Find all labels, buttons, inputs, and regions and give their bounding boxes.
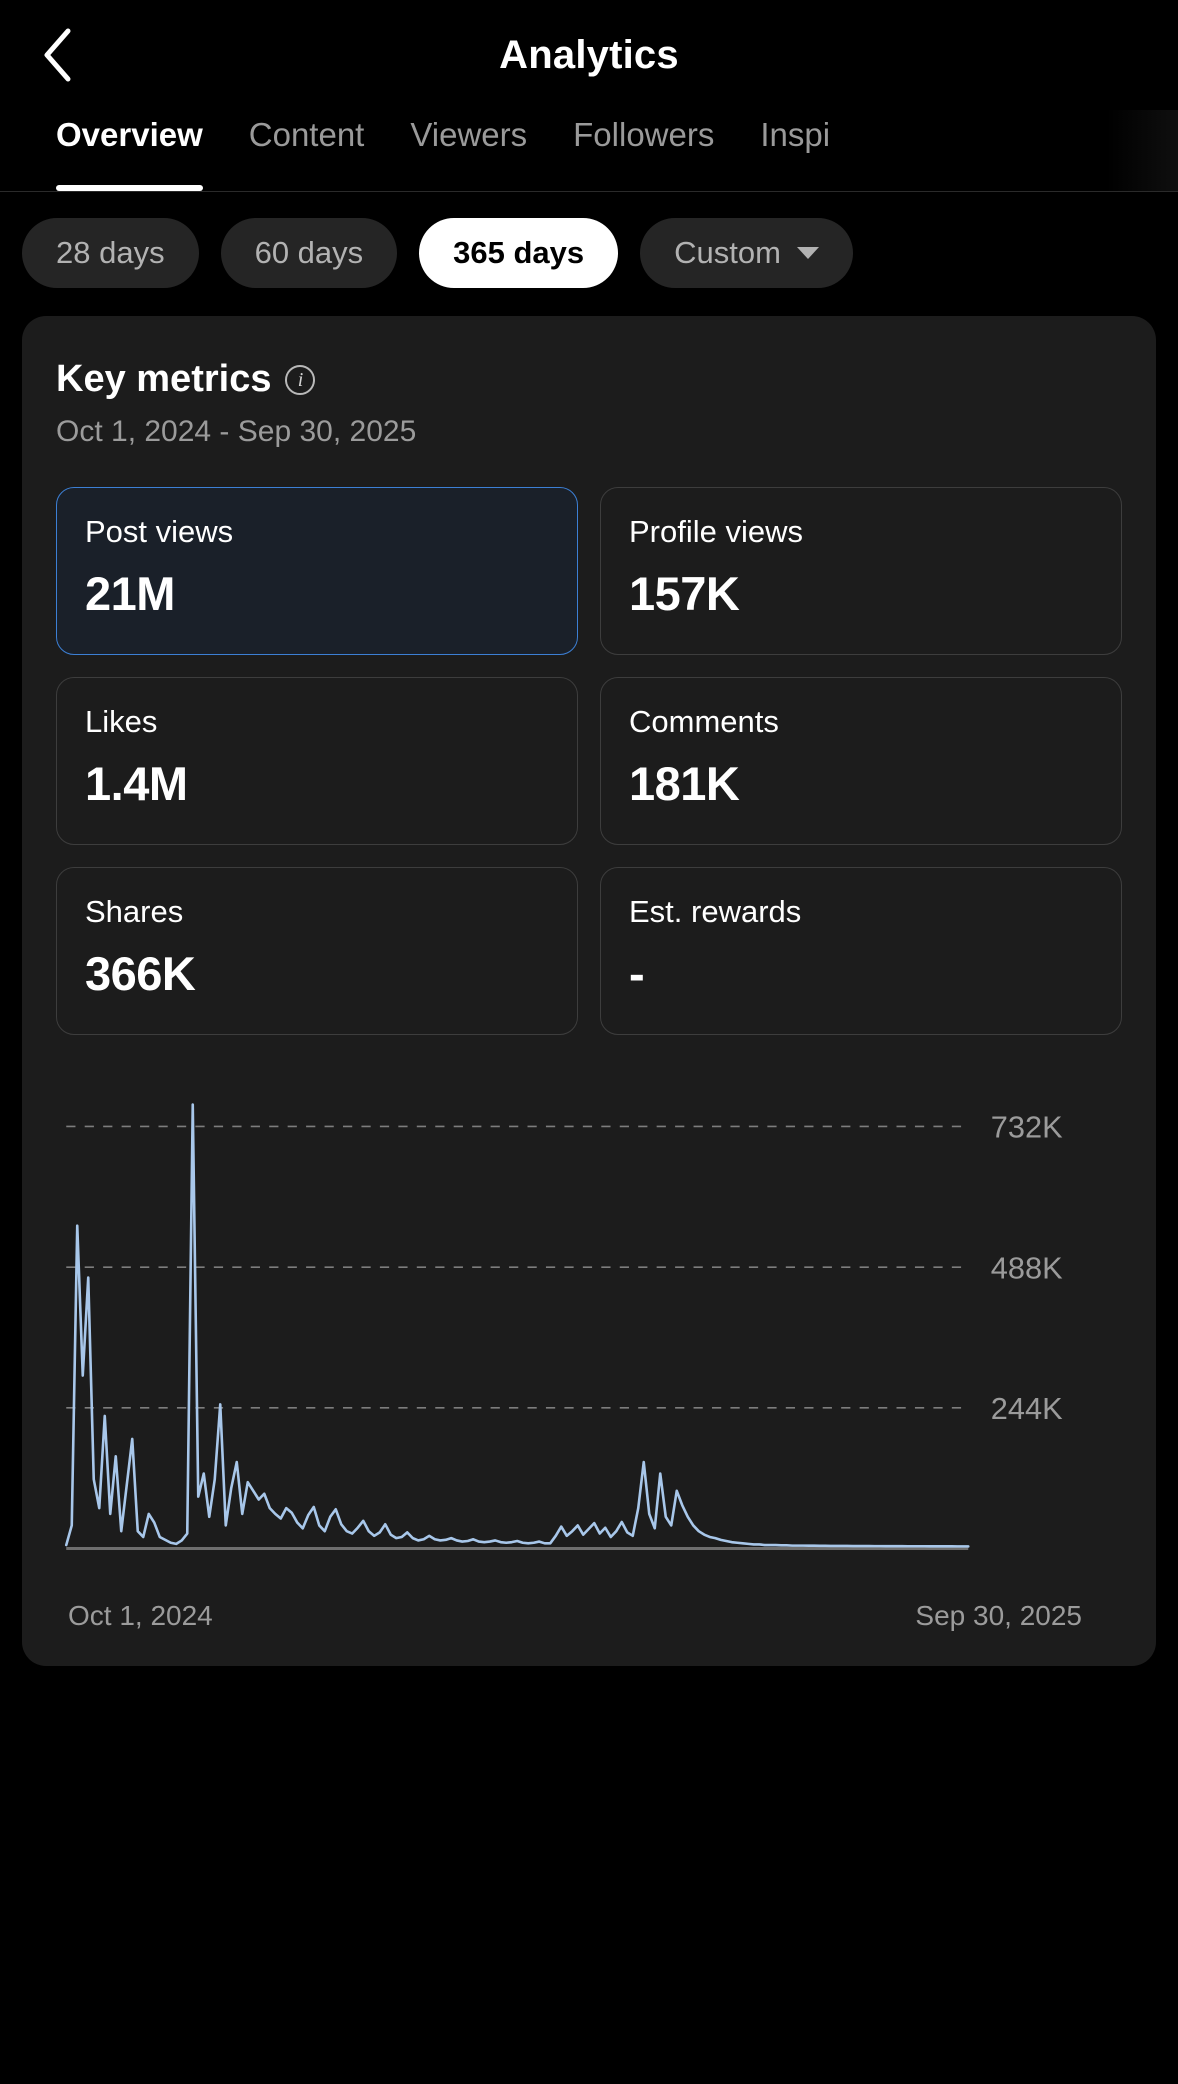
metric-card-post-views-label: Post views — [85, 514, 234, 549]
back-button[interactable] — [22, 20, 92, 90]
key-metrics-title: Key metrics — [56, 358, 272, 400]
metric-card-est-rewards-label: Est. rewards — [629, 894, 802, 929]
chevron-left-icon — [40, 27, 74, 83]
chart-x-start-label: Oct 1, 2024 — [68, 1599, 213, 1631]
tab-list[interactable]: Overview Content Viewers Followers Inspi — [0, 110, 1178, 191]
metric-card-comments[interactable]: Comments 181K — [600, 677, 1122, 845]
date-range-chips: 28 days 60 days 365 days Custom — [0, 192, 1178, 316]
metric-card-comments-label: Comments — [629, 704, 779, 739]
chevron-down-icon — [796, 247, 819, 259]
metric-card-likes[interactable]: Likes 1.4M — [56, 677, 578, 845]
metric-card-profile-views-value: 157K — [629, 567, 740, 620]
chart-y-tick-label: 488K — [991, 1250, 1063, 1285]
metric-card-shares-label: Shares — [85, 894, 184, 929]
metric-card-est-rewards-value: - — [629, 947, 645, 1000]
key-metrics-date-range: Oct 1, 2024 - Sep 30, 2025 — [56, 415, 417, 448]
range-chip-custom[interactable]: Custom — [640, 218, 853, 288]
metric-card-post-views-value: 21M — [85, 567, 175, 620]
tab-overview[interactable]: Overview — [56, 110, 203, 191]
chart-series-line — [66, 1105, 968, 1547]
chart-y-tick-label: 244K — [991, 1391, 1063, 1426]
range-chip-custom-label: Custom — [674, 235, 781, 270]
tab-viewers[interactable]: Viewers — [410, 110, 527, 191]
tab-content[interactable]: Content — [249, 110, 365, 191]
metric-card-profile-views-label: Profile views — [629, 514, 803, 549]
tab-viewers-label: Viewers — [410, 116, 528, 153]
key-metrics-panel: Key metrics i Oct 1, 2024 - Sep 30, 2025… — [22, 316, 1156, 1666]
tab-overview-label: Overview — [56, 116, 203, 153]
app-header: Analytics — [0, 0, 1178, 110]
chart-x-end-label: Sep 30, 2025 — [915, 1599, 1082, 1631]
metric-card-likes-label: Likes — [85, 704, 158, 739]
range-chip-28-days[interactable]: 28 days — [22, 218, 199, 288]
tab-content-label: Content — [248, 116, 365, 153]
metric-card-shares-value: 366K — [85, 947, 196, 1000]
key-metrics-header: Key metrics i — [56, 358, 1122, 401]
metric-card-shares[interactable]: Shares 366K — [56, 867, 578, 1035]
metric-card-grid: Post views 21M Profile views 157K Likes … — [56, 487, 1122, 1035]
tab-followers[interactable]: Followers — [573, 110, 714, 191]
page-title: Analytics — [499, 32, 679, 77]
metric-card-est-rewards[interactable]: Est. rewards - — [600, 867, 1122, 1035]
range-chip-365-days[interactable]: 365 days — [419, 218, 619, 288]
tab-followers-label: Followers — [573, 116, 715, 153]
info-icon[interactable]: i — [285, 364, 316, 395]
metric-card-profile-views[interactable]: Profile views 157K — [600, 487, 1122, 655]
metric-card-likes-value: 1.4M — [85, 757, 188, 810]
metric-card-post-views[interactable]: Post views 21M — [56, 487, 578, 655]
chart-x-axis: Oct 1, 2024 Sep 30, 2025 — [56, 1590, 1122, 1632]
range-chip-365-days-label: 365 days — [453, 235, 585, 270]
tab-inspiration[interactable]: Inspi — [760, 110, 830, 191]
post-views-chart[interactable]: 732K 488K 244K Oct 1, 2024 Sep 30, 2025 — [56, 1077, 1122, 1632]
range-chip-60-days-label: 60 days — [254, 235, 364, 270]
tab-bar: Overview Content Viewers Followers Inspi — [0, 110, 1178, 192]
range-chip-60-days[interactable]: 60 days — [220, 218, 398, 288]
metric-card-comments-value: 181K — [629, 757, 740, 810]
chart-canvas: 732K 488K 244K — [56, 1077, 1063, 1551]
chart-y-tick-label: 732K — [991, 1110, 1063, 1145]
range-chip-28-days-label: 28 days — [56, 235, 165, 270]
tab-inspiration-label: Inspi — [760, 116, 831, 153]
